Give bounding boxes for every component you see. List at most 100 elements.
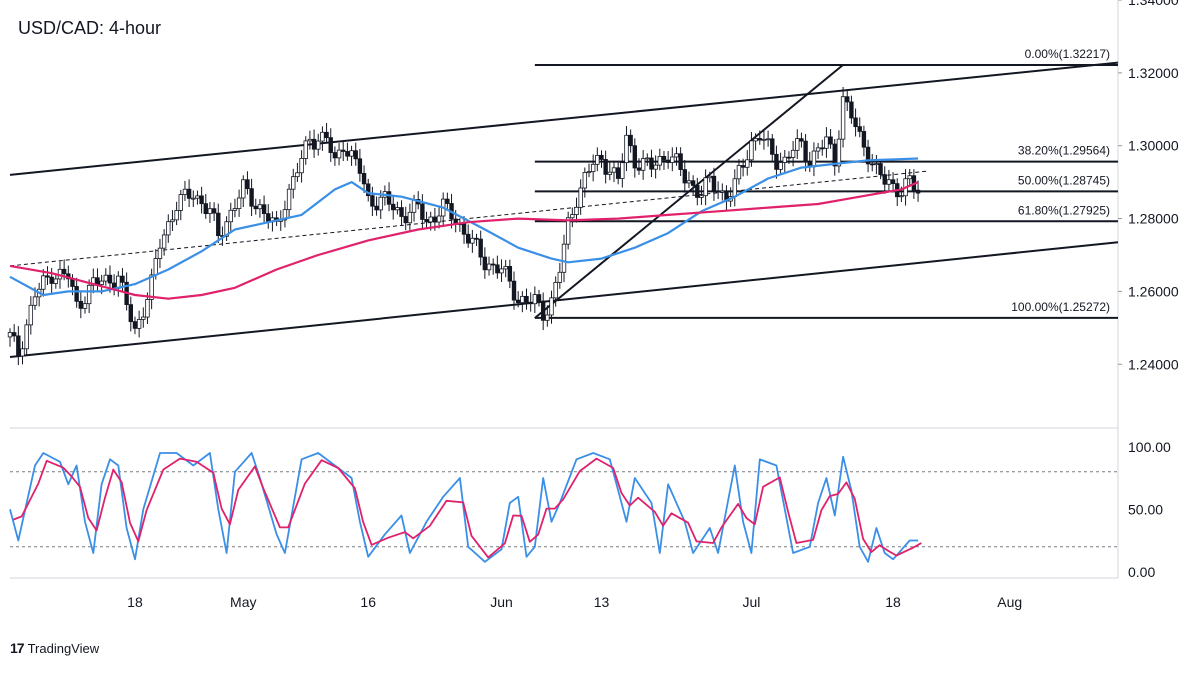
stochastic-tick-label: 50.00 (1128, 501, 1163, 517)
candle-bearish (615, 167, 621, 179)
candle (895, 178, 900, 207)
candle-bullish (174, 210, 179, 221)
candle-bearish (740, 165, 746, 168)
candle-bullish (886, 179, 892, 185)
candle-bullish (499, 268, 504, 274)
candle (649, 149, 654, 178)
price-axis: 1.24000 1.26000 1.28000 1.30000 1.32000 1.340… (1118, 0, 1179, 372)
candle (740, 158, 746, 177)
candle-bullish (582, 172, 588, 189)
candle (570, 207, 575, 228)
candle (128, 296, 133, 332)
candle (845, 89, 850, 111)
candle-bullish (778, 162, 783, 170)
candle-bearish (332, 152, 338, 159)
candle (266, 204, 271, 229)
candle-bearish (636, 167, 642, 171)
candle-bullish (699, 195, 704, 198)
tradingview-logo-icon: 17 (10, 640, 25, 656)
candle-bullish (41, 275, 46, 290)
candle-bearish (424, 219, 429, 223)
candle (574, 197, 579, 223)
candle-bearish (445, 198, 450, 204)
candle (49, 268, 54, 293)
candle (840, 87, 846, 148)
candle-bullish (145, 299, 150, 318)
candle (665, 151, 671, 169)
candle-bearish (845, 96, 850, 103)
candle-bullish (395, 207, 400, 211)
candle-bearish (857, 126, 862, 132)
candle (799, 132, 804, 148)
candle (653, 155, 658, 179)
candle-bearish (695, 185, 700, 198)
candle-bearish (374, 205, 379, 211)
candle-bullish (316, 140, 321, 150)
candle (257, 199, 263, 218)
price-tick-label: 1.26000 (1128, 283, 1179, 299)
candle-bullish (611, 167, 617, 173)
candle-bullish (82, 303, 88, 309)
candle (645, 153, 650, 167)
candle-bearish (870, 163, 875, 166)
candle-bearish (345, 151, 350, 157)
candle (211, 202, 217, 222)
candle (803, 134, 808, 172)
candle-bullish (303, 140, 308, 159)
candle-bullish (53, 278, 59, 284)
candle (24, 319, 29, 356)
candle-bearish (715, 190, 721, 193)
channel-bottom-line (9, 241, 1119, 358)
candle-bullish (653, 164, 658, 170)
candle-bearish (803, 140, 808, 163)
candle-bullish (645, 157, 650, 160)
candle (91, 268, 96, 294)
candle-bullish (670, 156, 675, 163)
candle-bullish (549, 297, 554, 316)
candle (878, 158, 883, 180)
candle (395, 201, 400, 215)
candle-bearish (632, 145, 638, 169)
candle-bullish (282, 209, 288, 221)
candle-bullish (620, 162, 625, 179)
stochastic-tick-label: 0.00 (1128, 564, 1155, 580)
candle (782, 149, 787, 173)
candle (195, 190, 200, 205)
candle-bearish (628, 134, 633, 147)
candle (391, 194, 396, 220)
candle-bearish (603, 159, 608, 175)
candle (515, 291, 521, 308)
candle (707, 171, 712, 183)
candle (561, 234, 567, 283)
candle (82, 296, 88, 314)
candle (615, 161, 621, 185)
candle (811, 142, 817, 177)
midline-dashed-line (9, 170, 927, 267)
candle-bearish (465, 233, 471, 244)
candle (607, 162, 613, 181)
candle (407, 203, 413, 231)
candle-bullish (166, 221, 171, 236)
candle (286, 183, 292, 218)
candle (640, 150, 646, 180)
candle (536, 289, 542, 307)
candle-bullish (570, 214, 575, 219)
candle-bullish (732, 178, 737, 197)
candle (303, 136, 308, 165)
candle-bearish (341, 149, 346, 152)
price-tick-label: 1.28000 (1128, 211, 1179, 227)
candle-bearish (661, 156, 667, 161)
candle-bullish (574, 206, 579, 216)
candle-bullish (178, 194, 183, 211)
candle (478, 230, 483, 266)
stochastic-d-line (12, 457, 922, 559)
candle-bullish (349, 150, 354, 157)
candle-bearish (328, 137, 333, 153)
time-tick-label: Jul (742, 594, 760, 610)
candle (586, 163, 592, 178)
candle (45, 266, 50, 286)
candle-bearish (478, 238, 483, 258)
candle-bullish (553, 281, 558, 299)
candle (116, 271, 121, 297)
candle (157, 238, 163, 269)
